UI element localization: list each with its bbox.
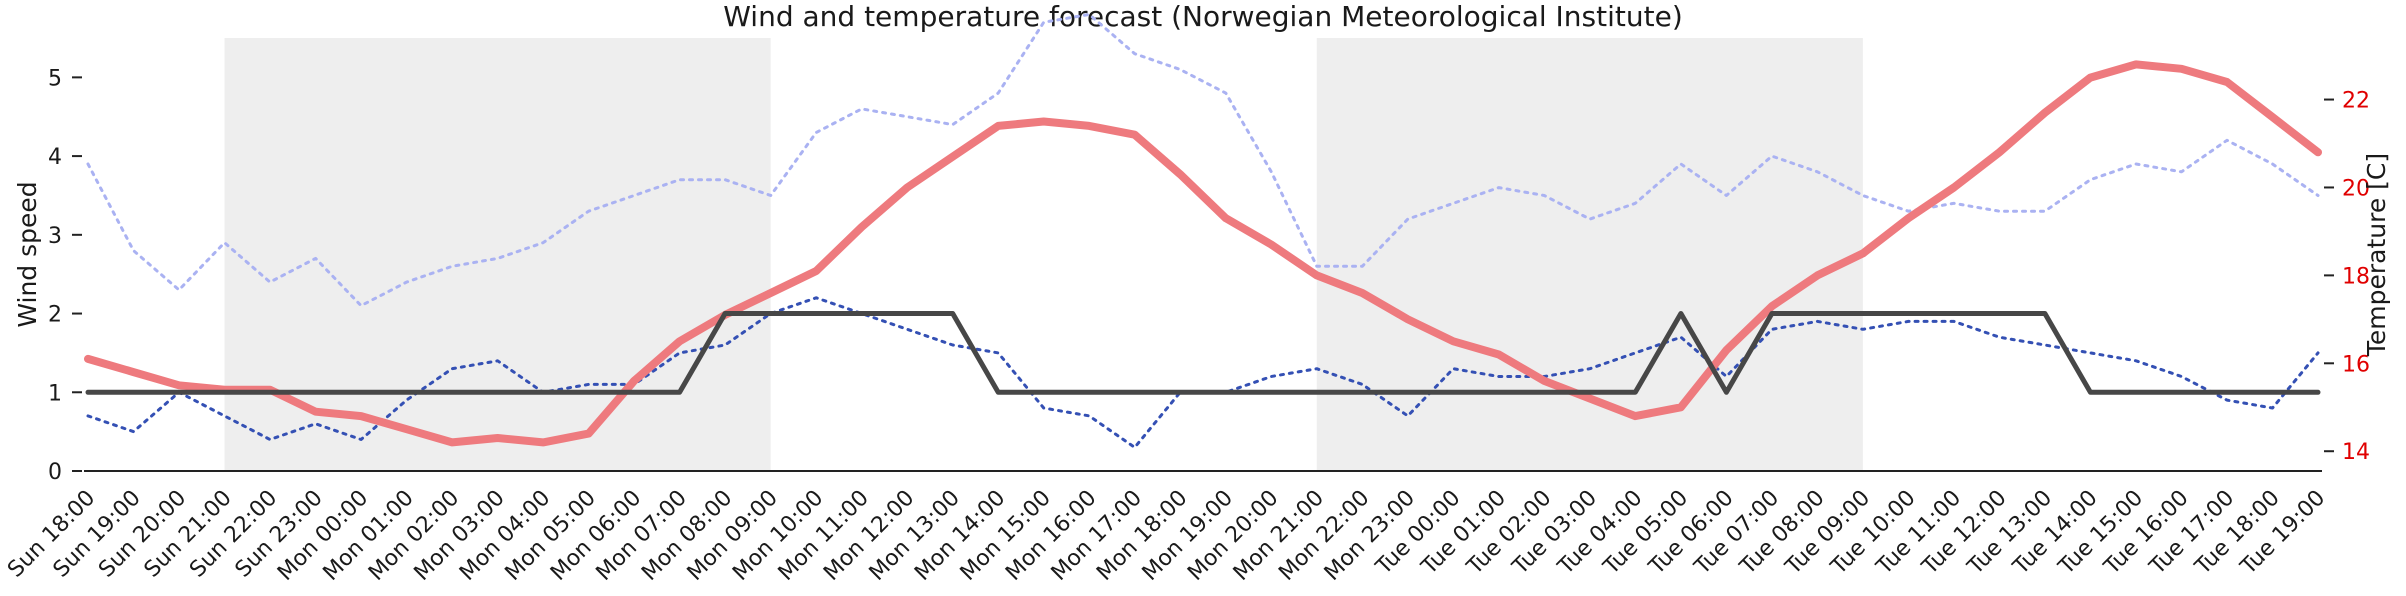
temperature-line [84,60,2322,447]
left-y-axis: 0 1 2 3 4 5 [48,66,82,485]
chart-title: Wind and temperature forecast (Norwegian… [723,0,1683,33]
y-axis-label-left: Wind speed [13,181,42,327]
y-tick-label-left: 4 [48,145,62,170]
right-y-axis: 14 16 18 20 22 [2324,89,2370,465]
wind-force-line [85,311,2321,395]
y-tick-label-right: 20 [2342,176,2370,201]
night-band-2 [1316,38,1863,471]
night-band-1 [224,38,771,471]
y-tick-label-left: 1 [48,381,62,406]
wind-gust-line [86,12,2320,308]
y-tick-label-left: 0 [48,460,62,485]
y-tick-label-right: 16 [2342,352,2370,377]
y-tick-label-left: 3 [48,224,62,249]
night-bands [224,38,1863,471]
y-tick-label-right: 18 [2342,264,2370,289]
y-tick-label-right: 22 [2342,89,2370,114]
y-tick-label-right: 14 [2342,440,2370,465]
y-tick-label-left: 2 [48,303,62,328]
y-axis-label-right: Temperature [C] [2362,153,2391,357]
y-tick-label-left: 5 [48,66,62,91]
series-layer [84,12,2322,449]
